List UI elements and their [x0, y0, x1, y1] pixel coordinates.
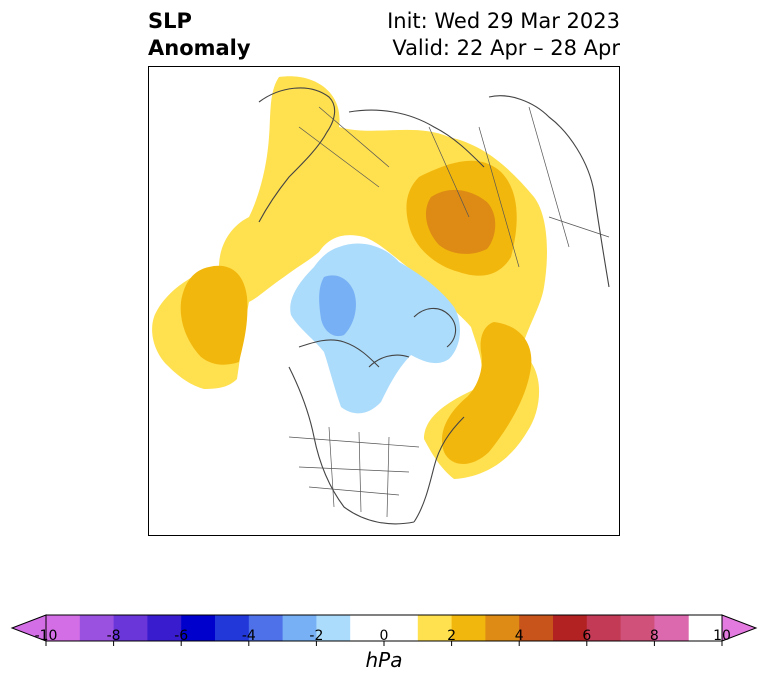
colorbar-bin [417, 615, 453, 641]
title-left: SLP Anomaly [148, 8, 251, 62]
colorbar [10, 614, 758, 646]
colorbar-tick-label: 0 [379, 628, 389, 644]
colorbar-bin [113, 615, 148, 641]
colorbar-bin [654, 615, 689, 641]
colorbar-bin [46, 615, 81, 641]
colorbar-bin [586, 615, 622, 641]
colorbar-bin [215, 615, 250, 641]
colorbar-tick-label: 2 [447, 628, 457, 644]
colorbar-tick-label: -2 [309, 628, 324, 644]
colorbar-tick-label: -4 [241, 628, 256, 644]
init-date: Init: Wed 29 Mar 2023 [387, 9, 620, 33]
negative-anomaly-2hpa [319, 275, 356, 337]
title-anomaly: Anomaly [148, 36, 251, 60]
colorbar-tick-label: 6 [582, 628, 592, 644]
colorbar-bin [519, 615, 554, 641]
valid-range: Valid: 22 Apr – 28 Apr [392, 36, 620, 60]
colorbar-bin [350, 615, 419, 641]
colorbar-bin [79, 615, 115, 641]
colorbar-bin [620, 615, 655, 641]
coastlines [258, 87, 610, 525]
colorbar-bin [147, 615, 182, 641]
colorbar-tick-label: -10 [34, 628, 58, 644]
colorbar-bin [248, 615, 284, 641]
map-panel [148, 66, 620, 536]
colorbar-bin [282, 615, 317, 641]
colorbar-unit-label: hPa [365, 648, 403, 672]
colorbar-bin [451, 615, 486, 641]
colorbar-tick-label: 10 [713, 628, 731, 644]
colorbar-bin [181, 615, 216, 641]
colorbar-bin [316, 615, 351, 641]
colorbar-tick-label: -6 [174, 628, 189, 644]
colorbar-bin [485, 615, 520, 641]
title-right: Init: Wed 29 Mar 2023 Valid: 22 Apr – 28… [387, 8, 620, 62]
colorbar-tick-label: -8 [106, 628, 121, 644]
colorbar-tick-label: 4 [514, 628, 524, 644]
positive-anomaly-3hpa-atlantic [441, 322, 532, 465]
positive-anomaly-4hpa-core [425, 189, 496, 254]
positive-anomaly-3hpa-pacific [180, 265, 248, 365]
colorbar-bin [553, 615, 588, 641]
colorbar-tick-label: 8 [649, 628, 659, 644]
title-variable: SLP [148, 9, 192, 33]
anomaly-map [152, 76, 610, 525]
country-borders [288, 106, 610, 518]
